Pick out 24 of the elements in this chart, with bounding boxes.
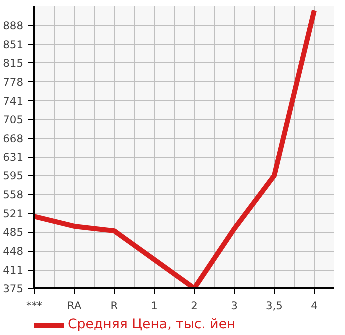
legend-label: Средняя Цена, тыс. йен bbox=[68, 318, 236, 332]
y-tick-label: 705 bbox=[3, 113, 24, 126]
y-tick-label: 448 bbox=[3, 245, 24, 258]
y-tick-label: 375 bbox=[3, 282, 24, 296]
y-tick-label: 411 bbox=[3, 264, 24, 278]
x-tick-label: 3 bbox=[231, 300, 238, 312]
x-tick-label: *** bbox=[26, 300, 44, 312]
y-tick-label: 668 bbox=[3, 132, 24, 146]
y-tick-label: 595 bbox=[3, 170, 24, 183]
x-tick-label: 2 bbox=[191, 300, 198, 312]
y-tick-label: 558 bbox=[3, 188, 24, 202]
x-tick-label: 3,5 bbox=[266, 300, 283, 312]
x-tick-label: 1 bbox=[151, 300, 158, 312]
y-tick-label: 631 bbox=[3, 151, 24, 164]
y-tick-label: 888 bbox=[3, 19, 24, 32]
y-tick-label: 741 bbox=[3, 94, 24, 108]
y-tick-label: 778 bbox=[3, 76, 24, 89]
y-tick-label: 485 bbox=[3, 226, 24, 240]
y-tick-label: 521 bbox=[3, 208, 24, 221]
x-tick-label: RA bbox=[67, 300, 82, 312]
x-tick-label: R bbox=[110, 300, 119, 312]
y-tick-label: 815 bbox=[3, 56, 24, 70]
x-tick-label: 4 bbox=[311, 300, 318, 312]
y-tick-label: 851 bbox=[3, 38, 24, 52]
